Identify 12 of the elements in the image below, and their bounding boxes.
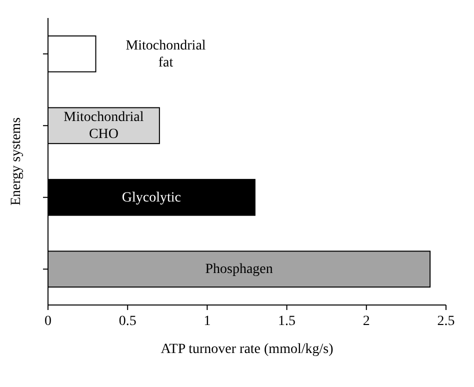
x-tick-label: 0: [44, 314, 52, 329]
x-tick-label: 1: [204, 314, 211, 329]
y-tick-label: Phosphagen: [205, 262, 273, 277]
x-axis-title: ATP turnover rate (mmol/kg/s): [160, 342, 334, 357]
x-tick-label: 1.5: [278, 314, 296, 329]
y-tick-label: Glycolytic: [122, 190, 182, 205]
y-tick-label: Mitochondrial fat: [126, 38, 206, 70]
y-tick-label: Mitochondrial CHO: [64, 110, 144, 142]
x-tick-label: 0.5: [118, 314, 136, 329]
x-tick-label: 2: [362, 314, 370, 329]
y-axis-title: Energy systems: [9, 117, 24, 206]
x-tick-label: 2.5: [437, 314, 455, 329]
